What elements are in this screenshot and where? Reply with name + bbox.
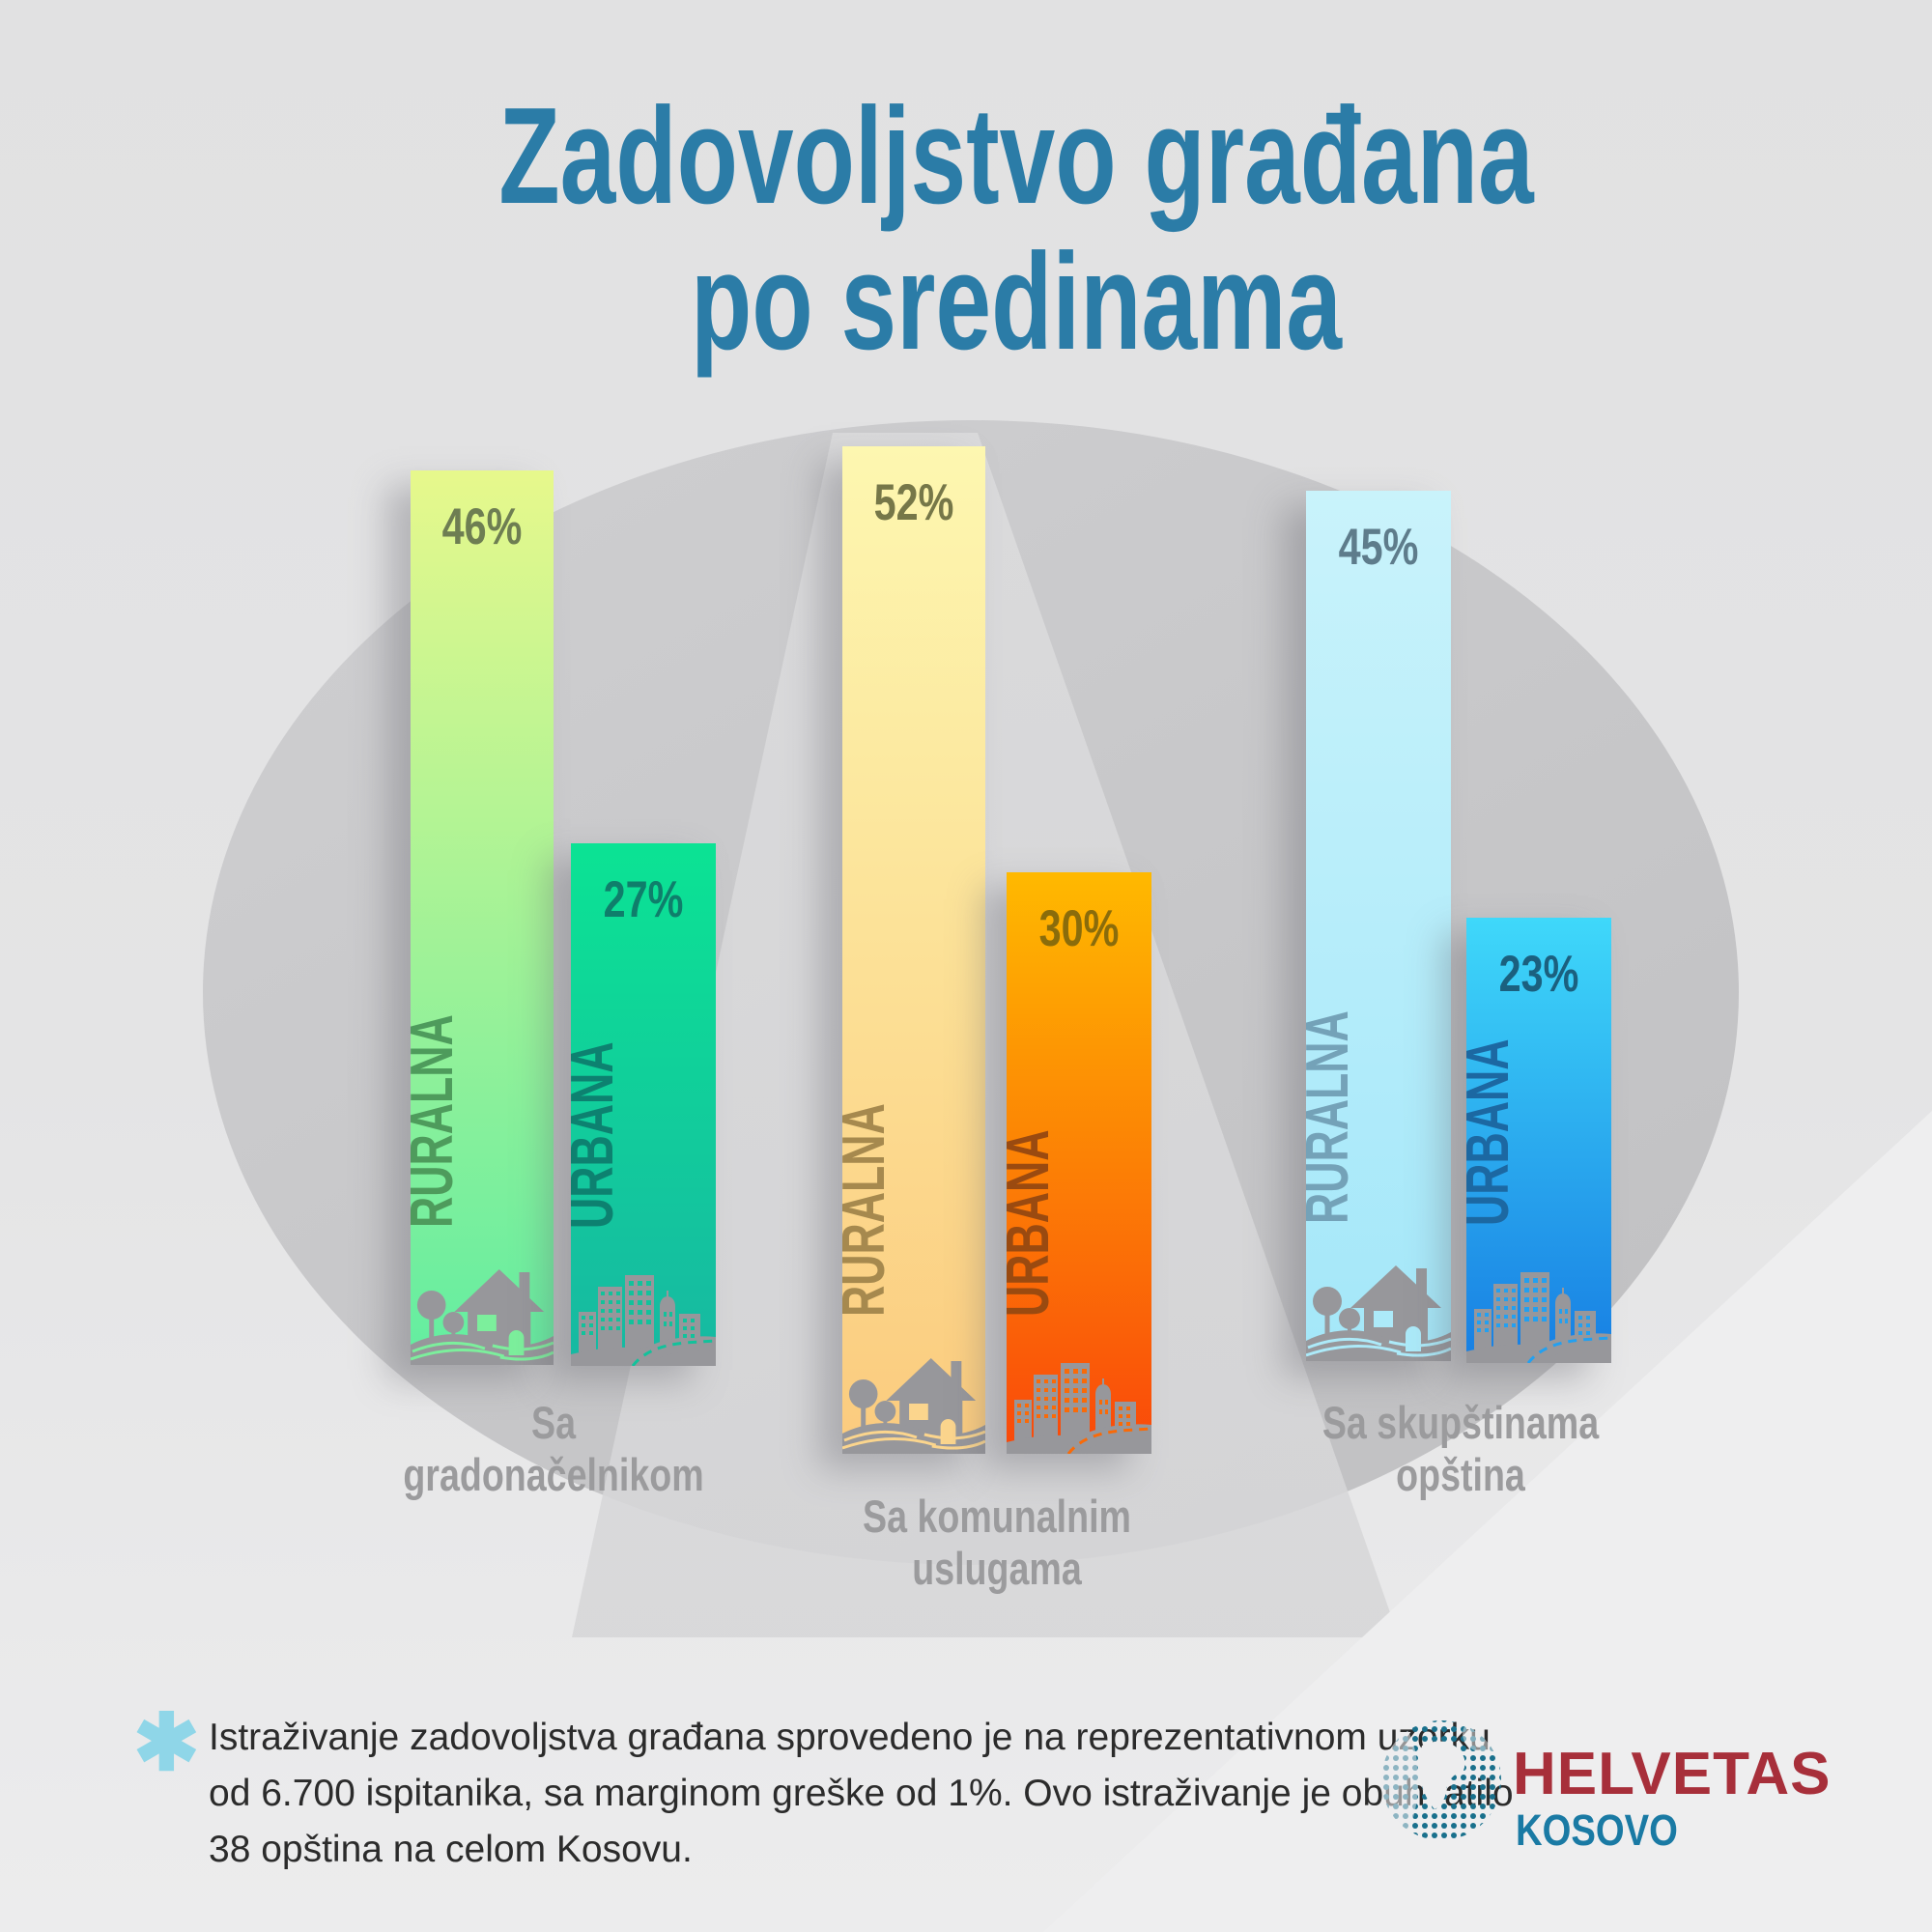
urban-city-icon: [571, 1252, 716, 1366]
value-label: 52%: [873, 474, 954, 531]
helvetas-logo: HELVETAS KOSOVO: [1372, 1705, 1913, 1889]
series-label: RURALNA: [1294, 1010, 1361, 1224]
value-label: 45%: [1338, 519, 1419, 576]
bar-ruralna-komunalne-usluge: 52% RURALNA: [831, 446, 985, 1454]
bar-urbana-gradonacelnikom: 27% URBANA: [559, 843, 716, 1366]
bar-urbana-skupstine-opstina: 23% URBANA: [1455, 918, 1611, 1363]
group-caption-skupstine-opstina: Sa skupštinama opština: [1321, 1397, 1600, 1500]
value-label: 23%: [1498, 946, 1579, 1003]
urban-city-icon: [1007, 1340, 1151, 1454]
series-label: URBANA: [1455, 1038, 1521, 1226]
urban-city-icon: [1466, 1249, 1611, 1363]
series-label: RURALNA: [399, 1014, 466, 1228]
bar-urbana-komunalne-usluge: 30% URBANA: [995, 872, 1151, 1454]
value-label: 27%: [603, 871, 684, 928]
bar-ruralna-gradonacelnikom: 46% RURALNA: [399, 470, 554, 1365]
globe-icon: [1381, 1720, 1501, 1840]
page-title: Zadovoljstvo građana po sredinama: [307, 83, 1725, 375]
group-caption-gradonacelnikom: Sa gradonačelnikom: [403, 1397, 704, 1500]
series-label: URBANA: [559, 1041, 626, 1229]
asterisk-icon: ✱: [133, 1699, 200, 1787]
series-label: RURALNA: [831, 1103, 897, 1317]
rural-house-icon: [842, 1340, 985, 1454]
rural-house-icon: [1306, 1247, 1451, 1361]
title-line-2: po sredinama: [690, 225, 1342, 379]
rural-house-icon: [411, 1251, 554, 1365]
bar-ruralna-skupstine-opstina: 45% RURALNA: [1294, 491, 1451, 1361]
title-line-1: Zadovoljstvo građana: [498, 79, 1534, 233]
value-label: 30%: [1038, 900, 1120, 957]
footnote-text: Istraživanje zadovoljstva građana sprove…: [209, 1717, 1514, 1870]
logo-name: HELVETAS: [1513, 1741, 1832, 1807]
series-label: URBANA: [995, 1129, 1062, 1317]
logo-sub: KOSOVO: [1516, 1805, 1678, 1855]
group-caption-komunalne-usluge: Sa komunalnim uslugama: [863, 1491, 1131, 1594]
value-label: 46%: [441, 498, 523, 555]
